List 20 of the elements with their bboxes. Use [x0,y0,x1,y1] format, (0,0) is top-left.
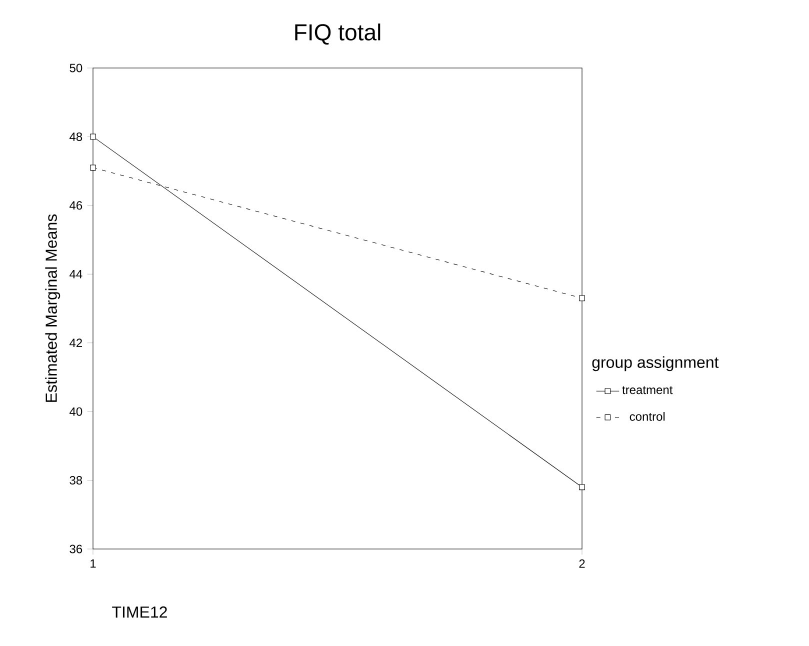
y-axis-title: Estimated Marginal Means [45,214,60,402]
y-tick-label: 36 [70,544,82,554]
x-tick-label: 1 [90,559,96,568]
legend-label: treatment [622,386,673,394]
y-tick-label: 48 [70,132,82,141]
y-tick-label: 44 [70,270,82,278]
legend-label: control [630,412,665,421]
y-tick-label: 42 [70,338,82,348]
point [579,295,585,302]
chart-title: FIQ total [295,24,380,45]
x-tick-label: 2 [579,559,585,568]
point [579,484,585,490]
y-tick-label: 50 [70,64,82,72]
legend-title: group assignment [592,356,719,372]
y-tick-label: 46 [70,201,82,210]
x-axis-title: TIME12 [112,606,167,618]
y-tick-label: 40 [70,407,82,416]
point [90,164,96,171]
point [90,134,96,140]
y-tick-label: 38 [70,476,82,485]
